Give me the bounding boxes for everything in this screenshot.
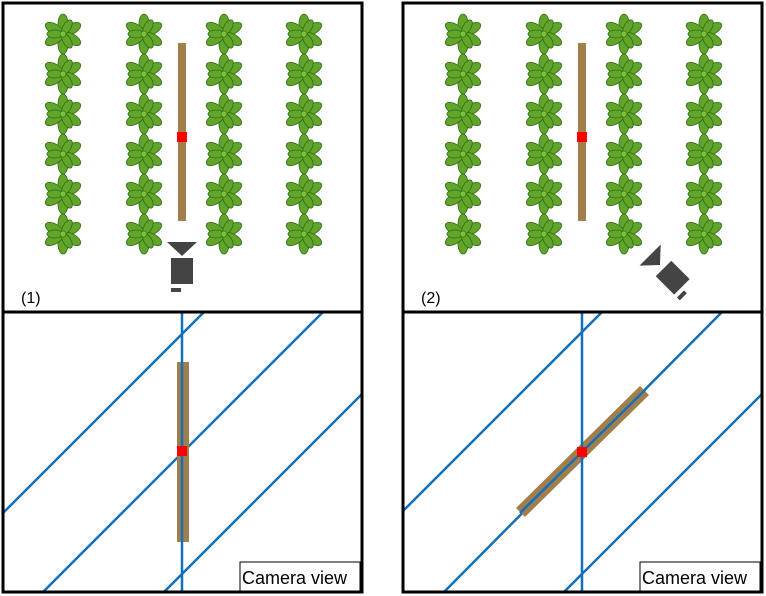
- marker-view-2: [577, 447, 587, 457]
- marker-2: [577, 132, 587, 142]
- row-line: [162, 393, 362, 592]
- svg-text:Camera view: Camera view: [642, 568, 748, 588]
- camera-icon: [167, 242, 197, 292]
- row-line: [403, 313, 603, 513]
- camera-view-panel-1: Camera view: [1, 310, 364, 594]
- camera-view-caption-2: Camera view: [639, 561, 761, 592]
- field-panel-2: (2): [401, 1, 764, 314]
- row-line: [562, 393, 762, 592]
- row-line: [3, 313, 205, 515]
- field-panel-1: (1): [1, 1, 364, 314]
- panel-label-1: (1): [21, 290, 41, 307]
- panel-label-2: (2): [421, 290, 441, 307]
- camera-view-caption-1: Camera view: [239, 561, 361, 592]
- marker-view-1: [177, 446, 187, 456]
- marker-1: [177, 132, 187, 142]
- camera-view-panel-2: Camera view: [401, 310, 764, 594]
- svg-text:Camera view: Camera view: [242, 568, 348, 588]
